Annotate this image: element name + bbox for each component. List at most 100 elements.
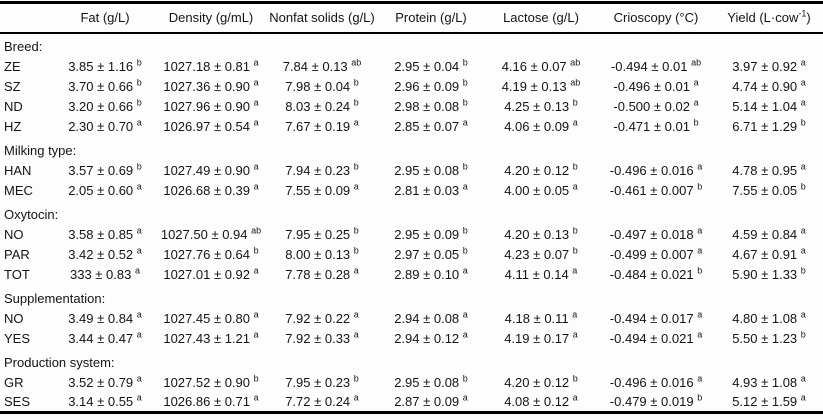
significance-letter: a: [353, 117, 359, 128]
value-cell: 2.95 ± 0.09 b: [394, 225, 468, 242]
table-row: SES 3.14 ± 0.55 a 1026.86 ± 0.71 a 7.72 ± 0…: [0, 393, 823, 413]
value-cell: 4.00 ± 0.05 a: [504, 181, 578, 198]
significance-letter: a: [253, 77, 259, 88]
value-cell: 1027.36 ± 0.90 a: [163, 77, 259, 94]
value-cell: 2.89 ± 0.10 a: [394, 265, 468, 282]
row-label: MEC: [4, 183, 33, 198]
significance-letter: b: [353, 225, 359, 236]
table-row: ZE 3.85 ± 1.16 b 1027.18 ± 0.81 a 7.84 ± 0.…: [0, 57, 823, 77]
significance-letter: b: [136, 57, 142, 68]
value-cell: 4.25 ± 0.13 b: [504, 97, 578, 114]
value-cell: 3.97 ± 0.92 a: [732, 57, 806, 74]
significance-letter: ab: [251, 225, 262, 236]
row-label: HZ: [4, 119, 22, 134]
header-superscript: -1: [798, 8, 807, 19]
table-body: Breed: ZE 3.85 ± 1.16 b 1027.18 ± 0.81 a 7.8…: [0, 33, 823, 413]
value-cell: 1027.43 ± 1.21 a: [163, 329, 259, 346]
row-label: YES: [4, 331, 31, 346]
value-cell: 2.30 ± 0.70 a: [68, 117, 142, 134]
significance-letter: a: [353, 265, 359, 276]
significance-letter: a: [693, 97, 699, 108]
value-cell: 1027.49 ± 0.90 a: [163, 161, 259, 178]
value-cell: 2.85 ± 0.07 a: [394, 117, 468, 134]
value-cell: 4.18 ± 0.11 a: [504, 309, 578, 326]
table-row: SZ 3.70 ± 0.66 b 1027.36 ± 0.90 a 7.98 ± 0.…: [0, 77, 823, 97]
value-cell: 1027.01 ± 0.92 a: [163, 265, 259, 282]
value-cell: 7.55 ± 0.05 b: [732, 181, 806, 198]
significance-letter: a: [253, 97, 259, 108]
table-row: NO 3.58 ± 0.85 a 1027.50 ± 0.94 ab 7.95 ± 0…: [0, 225, 823, 245]
value-cell: 3.57 ± 0.69 b: [68, 161, 142, 178]
significance-letter: b: [800, 329, 806, 340]
row-label: PAR: [4, 247, 30, 262]
significance-letter: b: [353, 245, 359, 256]
value-cell: 8.03 ± 0.24 b: [285, 97, 359, 114]
significance-letter: b: [462, 161, 468, 172]
value-cell: 1027.50 ± 0.94 ab: [160, 225, 262, 242]
significance-letter: a: [253, 392, 259, 403]
significance-letter: b: [136, 97, 142, 108]
value-cell: 7.67 ± 0.19 a: [285, 117, 359, 134]
significance-letter: a: [800, 245, 806, 256]
column-header-crioscopy-c: Crioscopy (°C): [597, 2, 715, 34]
significance-letter: b: [800, 181, 806, 192]
value-cell: 3.70 ± 0.66 b: [68, 77, 142, 94]
value-cell: 8.00 ± 0.13 b: [285, 245, 359, 262]
value-cell: 1027.52 ± 0.90 b: [163, 373, 259, 390]
significance-letter: b: [572, 97, 578, 108]
column-header-lactose-g-l: Lactose (g/L): [485, 2, 597, 34]
value-cell: 2.96 ± 0.09 b: [394, 77, 468, 94]
row-label: NO: [4, 311, 24, 326]
significance-letter: a: [353, 181, 359, 192]
significance-letter: a: [462, 117, 468, 128]
significance-letter: a: [697, 245, 703, 256]
value-cell: 7.55 ± 0.09 a: [285, 181, 359, 198]
significance-letter: a: [462, 309, 468, 320]
group-label: Production system:: [4, 354, 115, 370]
row-label: SES: [4, 394, 31, 410]
table-row: TOT 333 ± 0.83 a 1027.01 ± 0.92 a 7.78 ± 0.…: [0, 265, 823, 285]
value-cell: 1027.96 ± 0.90 a: [163, 97, 259, 114]
significance-letter: b: [353, 161, 359, 172]
value-cell: 7.95 ± 0.25 b: [285, 225, 359, 242]
value-cell: 2.87 ± 0.09 a: [394, 392, 468, 410]
table-row: HAN 3.57 ± 0.69 b 1027.49 ± 0.90 a 7.94 ± 0…: [0, 161, 823, 181]
value-cell: 3.52 ± 0.79 a: [68, 373, 142, 390]
header-row: Fat (g/L) Density (g/mL) Nonfat solids (g/…: [0, 2, 823, 34]
table-row: GR 3.52 ± 0.79 a 1027.52 ± 0.90 b 7.95 ± 0.…: [0, 373, 823, 393]
column-header-yield-l-cow: Yield (L·cow-1): [715, 2, 823, 34]
value-cell: 1027.18 ± 0.81 a: [163, 57, 259, 74]
significance-letter: b: [253, 245, 259, 256]
significance-letter: b: [462, 77, 468, 88]
significance-letter: a: [800, 309, 806, 320]
group-label: Supplementation:: [4, 290, 106, 306]
significance-letter: a: [800, 57, 806, 68]
value-cell: 4.16 ± 0.07 ab: [501, 57, 581, 74]
value-cell: 5.12 ± 1.59 a: [732, 392, 806, 410]
significance-letter: a: [693, 77, 699, 88]
value-cell: -0.484 ± 0.021 b: [609, 265, 703, 282]
column-header-fat-g-l: Fat (g/L): [55, 2, 155, 34]
significance-letter: a: [800, 373, 806, 384]
significance-letter: a: [136, 245, 142, 256]
value-cell: -0.471 ± 0.01 b: [613, 117, 699, 134]
significance-letter: a: [353, 392, 359, 403]
table-row: MEC 2.05 ± 0.60 a 1026.68 ± 0.39 a 7.55 ± 0…: [0, 181, 823, 201]
significance-letter: a: [697, 161, 703, 172]
value-cell: 1026.97 ± 0.54 a: [163, 117, 259, 134]
value-cell: 4.20 ± 0.12 b: [504, 161, 578, 178]
significance-letter: a: [800, 77, 806, 88]
significance-letter: b: [693, 117, 699, 128]
significance-letter: b: [572, 161, 578, 172]
significance-letter: a: [572, 309, 578, 320]
significance-letter: a: [136, 329, 142, 340]
significance-letter: a: [136, 392, 142, 403]
value-cell: 2.94 ± 0.12 a: [394, 329, 468, 346]
significance-letter: a: [572, 117, 578, 128]
value-cell: 7.84 ± 0.13 ab: [282, 57, 362, 74]
significance-letter: ab: [351, 57, 362, 68]
significance-letter: a: [353, 329, 359, 340]
value-cell: 7.92 ± 0.22 a: [285, 309, 359, 326]
value-cell: -0.461 ± 0.007 b: [609, 181, 703, 198]
